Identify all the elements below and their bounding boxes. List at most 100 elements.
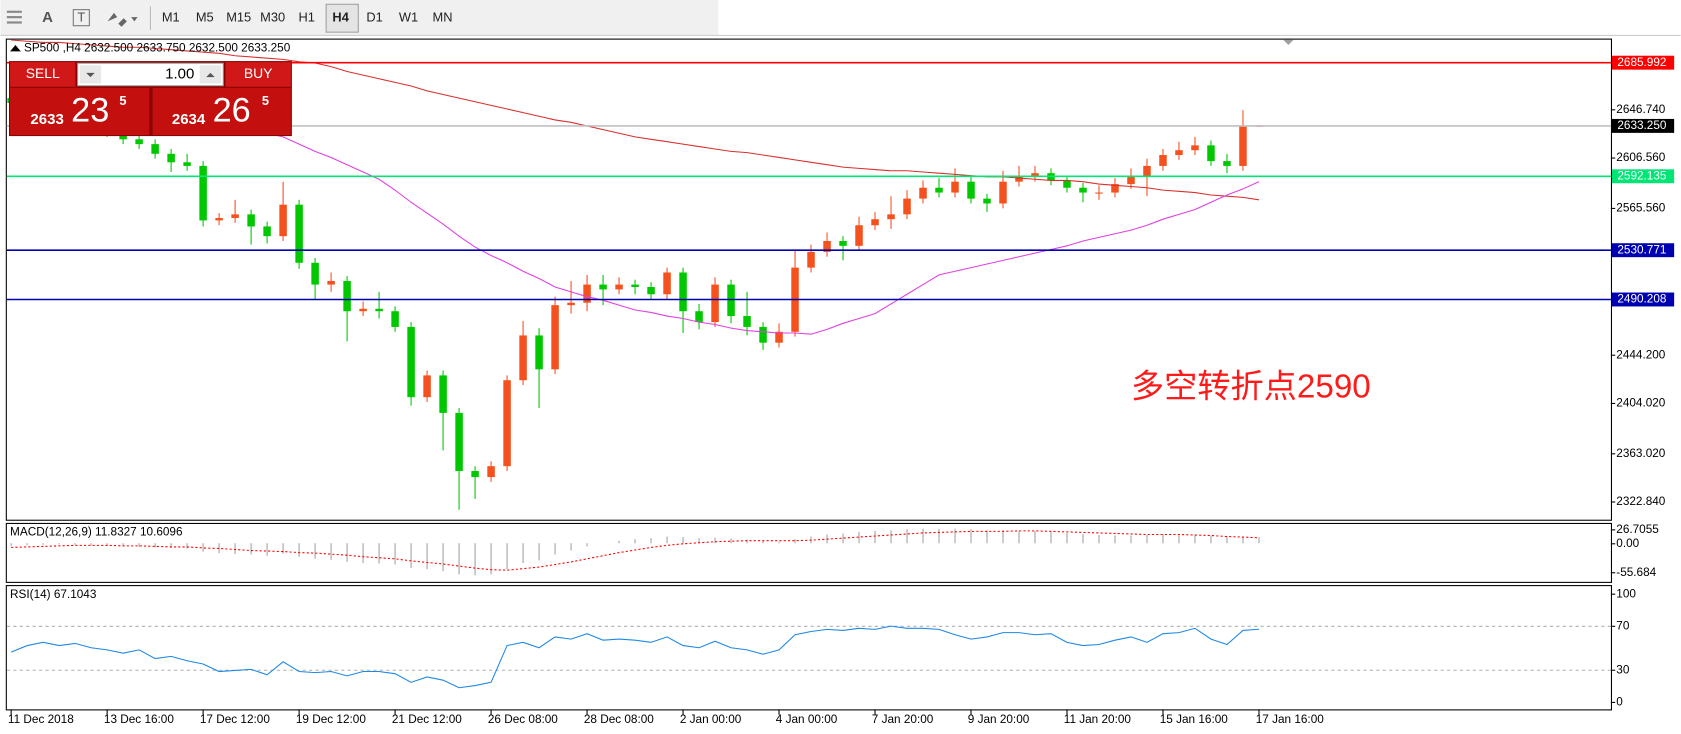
candle-body	[1015, 176, 1023, 182]
chart-menu-icon[interactable]	[10, 45, 21, 52]
y-tick-label: -55.684	[1616, 566, 1656, 579]
price-level-label: 2490.208	[1617, 293, 1667, 306]
candle-body	[855, 225, 863, 246]
sell-label[interactable]: SELL	[26, 65, 60, 81]
sell-button[interactable]	[10, 62, 76, 87]
y-tick-label: 0.00	[1616, 537, 1639, 550]
x-tick-label: 9 Jan 20:00	[968, 713, 1030, 726]
candle-body	[135, 139, 143, 145]
candle-body	[1127, 176, 1135, 185]
label-tool[interactable]: T	[77, 10, 85, 25]
candle-body	[935, 187, 943, 193]
y-tick-label: 30	[1616, 663, 1630, 676]
candle-body	[967, 181, 975, 199]
macd-signal	[11, 530, 1260, 571]
x-tick-label: 2 Jan 00:00	[680, 713, 742, 726]
timeframe-button[interactable]: H1	[298, 10, 314, 25]
candle-body	[727, 284, 735, 317]
timeframe-button[interactable]: D1	[366, 10, 382, 25]
y-tick-label: 0	[1616, 695, 1623, 708]
candle-body	[551, 305, 559, 370]
timeframe-button[interactable]: M15	[226, 10, 251, 25]
timeframe-button[interactable]: H4	[332, 10, 349, 25]
candle-body	[1031, 173, 1039, 177]
candle-body	[919, 187, 927, 199]
timeframe-button[interactable]: M5	[196, 10, 214, 25]
candle-body	[423, 375, 431, 398]
buy-label[interactable]: BUY	[244, 65, 273, 81]
candle-body	[439, 375, 447, 413]
price-level-label: 2685.992	[1617, 56, 1666, 69]
candle-body	[359, 308, 367, 312]
volume-value[interactable]: 1.00	[165, 65, 194, 82]
candle-body	[407, 326, 415, 398]
timeframe-button[interactable]: MN	[433, 10, 453, 25]
axes: 2646.740 2606.560 2565.560 2444.200 2404.020…	[6, 55, 1675, 726]
buy-button[interactable]	[225, 62, 291, 87]
y-tick-label: 70	[1616, 619, 1630, 632]
candle-body	[1239, 126, 1247, 166]
price-level-box	[1612, 292, 1675, 307]
y-tick-label: 2363.020	[1616, 447, 1666, 460]
candle-body	[167, 153, 175, 163]
candle-body	[679, 272, 687, 312]
toolbar: A T M1 M5 M15 M30 H1 H4 D1 W1 MN	[0, 0, 1681, 36]
candle-body	[311, 262, 319, 285]
candle-body	[263, 226, 271, 237]
candle-body	[711, 284, 719, 323]
candle-body	[775, 331, 783, 343]
x-tick-label: 17 Jan 16:00	[1256, 713, 1324, 726]
candle-body	[215, 217, 223, 221]
candle-body	[183, 162, 191, 166]
candle-body	[1079, 187, 1087, 193]
candle-body	[1063, 180, 1071, 188]
bid-box[interactable]	[10, 87, 150, 136]
label-tool-frame[interactable]	[72, 9, 90, 27]
bid-big: 23	[71, 92, 109, 130]
candle-body	[327, 280, 335, 285]
price-level-label: 2592.135	[1617, 169, 1667, 182]
volume-box[interactable]	[77, 62, 224, 87]
timeframe-button[interactable]: M30	[260, 10, 285, 25]
candle-body	[663, 272, 671, 295]
active-timeframe-frame	[325, 3, 359, 33]
candle-body	[631, 284, 639, 287]
x-tick-label: 11 Dec 2018	[8, 713, 74, 726]
price-level-label: 2633.250	[1617, 119, 1667, 132]
candle-body	[951, 181, 959, 193]
candle-body	[1095, 192, 1103, 194]
candle-body	[1223, 161, 1231, 166]
candle-body	[695, 311, 703, 323]
x-tick-label: 26 Dec 08:00	[488, 713, 558, 726]
y-tick-label: 26.7055	[1616, 523, 1659, 536]
candle-body	[1159, 155, 1167, 166]
timeframe-button[interactable]: M1	[162, 10, 180, 25]
candle-body	[871, 219, 879, 226]
price-level-box	[1612, 243, 1675, 258]
trade-panel: SELL 1.00 BUY 2633 23 5 2634 26 5	[8, 61, 292, 137]
candle-body	[231, 214, 239, 218]
candle-body	[391, 311, 399, 327]
rsi-line	[10, 625, 1260, 689]
candle-body	[823, 240, 831, 252]
x-tick-label: 15 Jan 16:00	[1160, 713, 1228, 726]
grip-icon	[6, 10, 22, 24]
candle-body	[503, 380, 511, 467]
shift-marker	[1283, 39, 1294, 46]
candle-body	[1111, 184, 1119, 193]
timeframe-button[interactable]: W1	[399, 10, 418, 25]
ask-box[interactable]	[152, 87, 291, 136]
price-level-box	[1612, 55, 1675, 70]
candle-body	[1143, 165, 1151, 177]
shapes-tool[interactable]	[107, 12, 138, 27]
y-tick-label: 2404.020	[1616, 397, 1666, 410]
candle-body	[535, 335, 543, 370]
candle-body	[599, 284, 607, 290]
candle-body	[295, 204, 303, 263]
candle-body	[983, 198, 991, 204]
x-tick-label: 19 Dec 12:00	[296, 713, 366, 726]
y-tick-label: 2606.560	[1616, 151, 1666, 164]
x-tick-label: 28 Dec 08:00	[584, 713, 654, 726]
text-tool[interactable]: A	[42, 9, 53, 26]
candle-body	[343, 280, 351, 312]
